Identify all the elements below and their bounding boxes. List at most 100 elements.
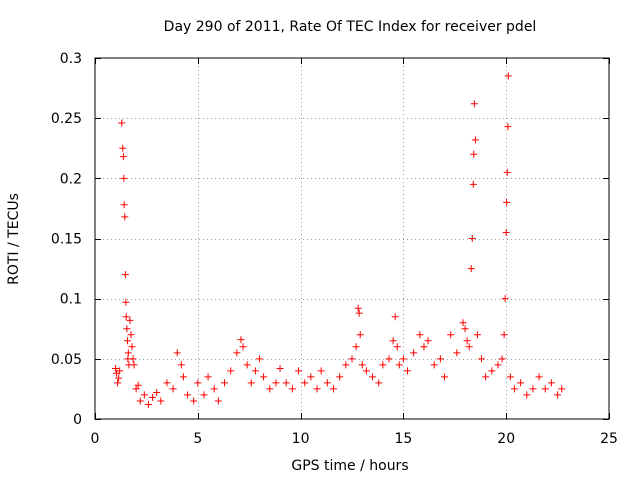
data-point <box>558 385 566 393</box>
data-point <box>517 379 525 387</box>
data-point <box>129 355 137 363</box>
data-point <box>144 401 152 409</box>
data-point <box>140 391 148 399</box>
data-point <box>467 265 475 273</box>
y-tick-label: 0.15 <box>51 232 82 248</box>
data-point <box>554 391 562 399</box>
data-point <box>313 385 321 393</box>
data-point <box>459 319 467 327</box>
data-point <box>123 337 131 345</box>
data-point <box>200 391 208 399</box>
data-point <box>276 364 284 372</box>
x-axis-label: GPS time / hours <box>291 458 408 474</box>
data-point <box>317 367 325 375</box>
data-point <box>307 373 315 381</box>
data-point <box>210 385 218 393</box>
data-point <box>473 331 481 339</box>
data-point <box>323 379 331 387</box>
data-point <box>136 397 144 405</box>
y-tick-label: 0 <box>73 412 82 428</box>
data-point <box>399 355 407 363</box>
data-point <box>379 361 387 369</box>
data-point <box>510 385 518 393</box>
data-point <box>504 72 512 80</box>
data-point <box>461 325 469 333</box>
data-point <box>395 361 403 369</box>
grid-layer <box>95 58 609 419</box>
data-point <box>416 331 424 339</box>
data-point <box>529 385 537 393</box>
data-point <box>391 313 399 321</box>
x-tick-label: 25 <box>600 431 618 447</box>
data-point <box>501 295 509 303</box>
data-point <box>255 355 263 363</box>
data-point <box>465 343 473 351</box>
data-point <box>295 367 303 375</box>
data-point <box>251 367 259 375</box>
data-point <box>482 373 490 381</box>
data-point <box>173 349 181 357</box>
data-point <box>342 361 350 369</box>
data-point <box>352 343 360 351</box>
data-point <box>194 379 202 387</box>
data-point <box>336 373 344 381</box>
data-point <box>354 304 362 312</box>
data-point <box>504 123 512 131</box>
data-point <box>470 100 478 108</box>
data-point <box>288 385 296 393</box>
ticks-layer: 0 5 10 15 20 25 0 0.05 0.1 0.15 0.2 0.25 0.3 <box>51 51 618 447</box>
data-point <box>134 381 142 389</box>
data-point <box>120 201 128 209</box>
data-point <box>120 174 128 182</box>
data-point <box>214 397 222 405</box>
data-point <box>130 361 138 369</box>
data-point <box>441 373 449 381</box>
data-point <box>163 379 171 387</box>
data-point <box>149 393 157 401</box>
data-point <box>122 313 130 321</box>
x-tick-label: 5 <box>193 431 202 447</box>
data-point <box>169 385 177 393</box>
data-point <box>243 361 251 369</box>
data-point <box>239 343 247 351</box>
data-point <box>233 349 241 357</box>
data-point <box>478 355 486 363</box>
data-point <box>221 379 229 387</box>
data-point <box>358 361 366 369</box>
data-point <box>114 379 122 387</box>
data-point <box>503 198 511 206</box>
data-point <box>123 325 131 333</box>
data-point <box>500 331 508 339</box>
data-point <box>348 355 356 363</box>
x-tick-label: 10 <box>292 431 310 447</box>
y-axis-label: ROTI / TECUs <box>6 193 22 285</box>
data-point <box>469 180 477 188</box>
data-point <box>453 349 461 357</box>
data-point <box>119 153 127 161</box>
data-point <box>122 298 130 306</box>
data-point <box>128 343 136 351</box>
data-point <box>503 168 511 176</box>
data-point <box>356 331 364 339</box>
data-point <box>502 228 510 236</box>
data-point <box>355 309 363 317</box>
data-point <box>547 379 555 387</box>
data-point <box>420 343 428 351</box>
data-point <box>132 385 140 393</box>
data-point <box>124 349 132 357</box>
data-point <box>430 361 438 369</box>
data-point <box>468 235 476 242</box>
x-tick-label: 15 <box>394 431 412 447</box>
data-point <box>447 331 455 339</box>
data-point <box>375 379 383 387</box>
data-point <box>362 367 370 375</box>
data-point <box>121 213 129 221</box>
data-point <box>470 150 478 158</box>
data-point <box>227 367 235 375</box>
data-point <box>204 373 212 381</box>
data-point <box>424 337 432 345</box>
data-point <box>184 391 192 399</box>
data-point <box>118 119 126 127</box>
data-point <box>369 373 377 381</box>
